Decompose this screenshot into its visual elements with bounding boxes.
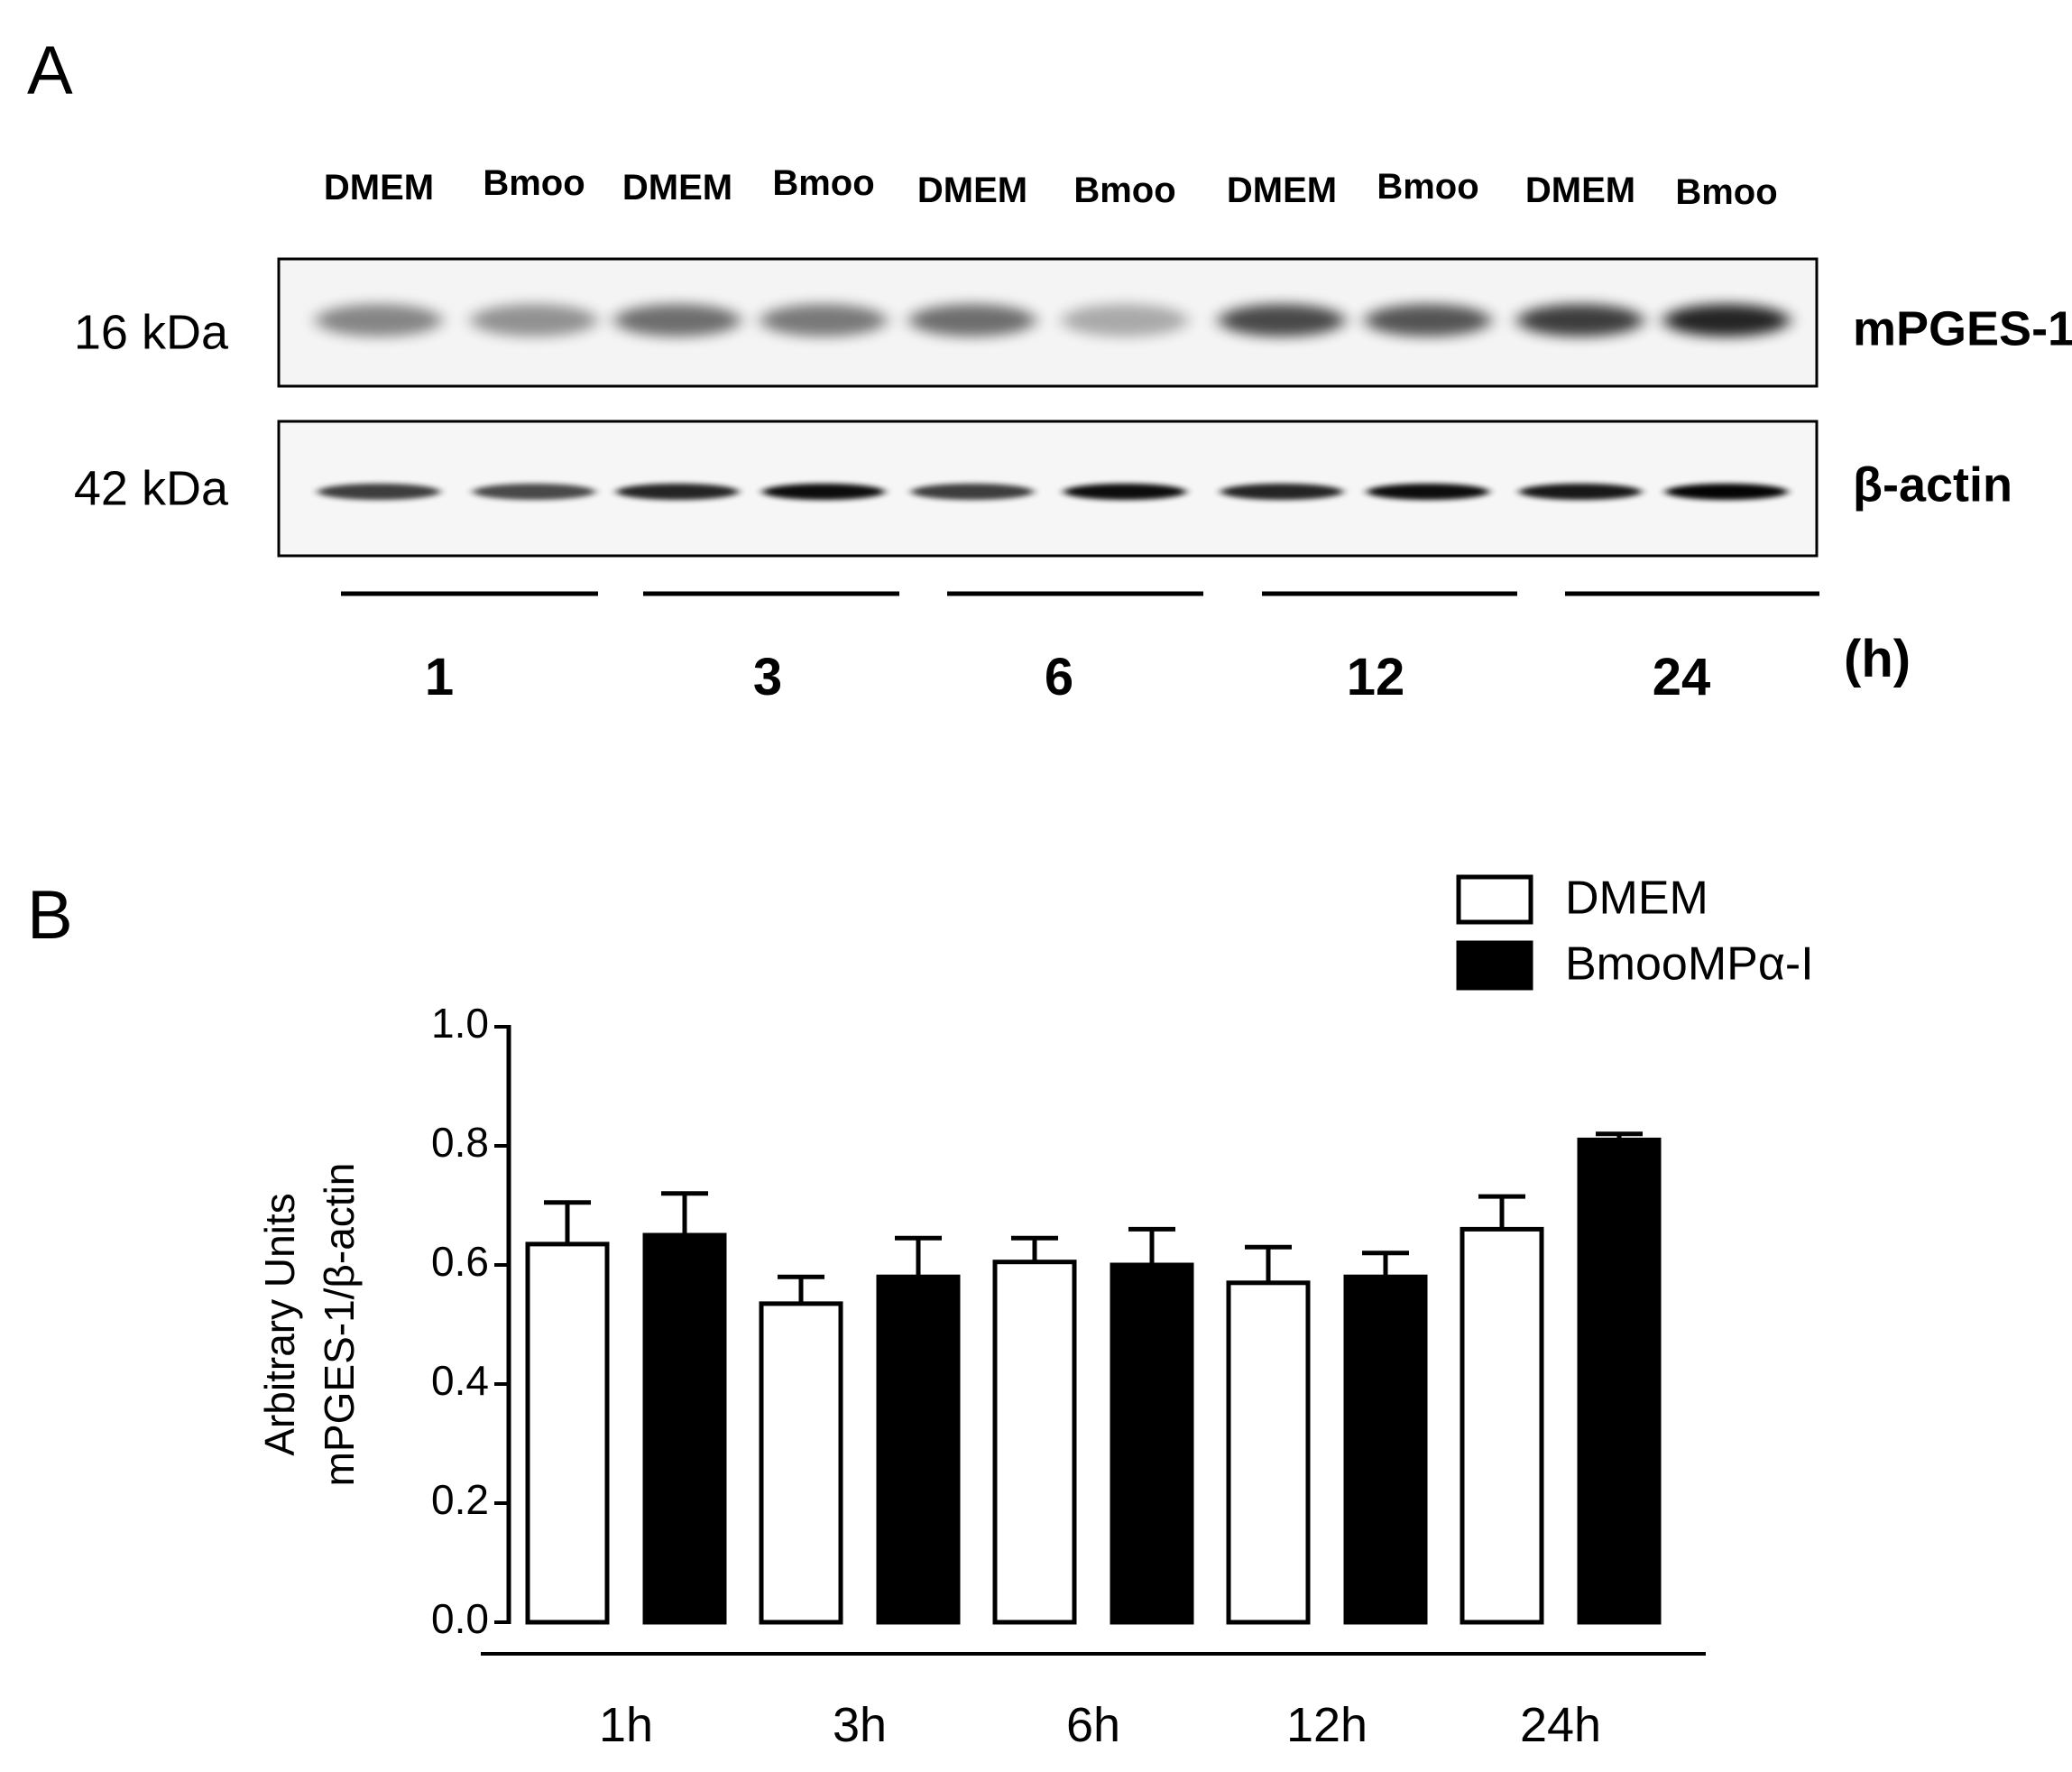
error-bar <box>1245 1244 1292 1283</box>
x-tick-label: 12h <box>1286 1698 1368 1752</box>
x-tick-label: 3h <box>833 1698 887 1752</box>
band <box>1519 484 1642 500</box>
lane-label: Bmoo <box>1073 171 1175 210</box>
time-label: 1 <box>425 648 454 706</box>
band <box>1517 304 1644 337</box>
lane-label: DMEM <box>324 168 434 208</box>
protein-label: β-actin <box>1853 457 2012 512</box>
bar <box>1460 1226 1544 1625</box>
y-tick-label: 0.0 <box>431 1595 489 1642</box>
band <box>316 304 442 337</box>
band <box>473 484 595 500</box>
band <box>762 484 885 500</box>
y-tick-label: 1.0 <box>431 1000 489 1047</box>
lane-label: Bmoo <box>1675 172 1777 212</box>
band <box>1219 304 1345 337</box>
marker-label: 16 kDa <box>74 305 229 359</box>
panel-letter: A <box>27 32 73 109</box>
error-bar <box>661 1191 708 1235</box>
protein-label: mPGES-1 <box>1853 301 2072 355</box>
error-bar <box>1128 1226 1175 1265</box>
error-bar <box>778 1274 824 1304</box>
y-tick-label: 0.8 <box>431 1119 489 1166</box>
y-axis-label: mPGES-1/β-actin <box>316 1163 363 1487</box>
marker-label: 42 kDa <box>74 461 229 515</box>
y-tick-label: 0.4 <box>431 1357 489 1404</box>
lane-label: DMEM <box>1525 171 1635 210</box>
x-tick-label: 1h <box>599 1698 653 1752</box>
legend-swatch <box>1456 940 1533 991</box>
band <box>616 484 739 500</box>
bar <box>1226 1280 1311 1625</box>
time-unit: (h) <box>1844 630 1911 688</box>
band <box>1663 304 1790 337</box>
time-label: 3 <box>753 648 782 706</box>
time-label: 6 <box>1045 648 1073 706</box>
y-axis-label: Arbitrary Units <box>256 1193 303 1455</box>
bar <box>759 1301 843 1625</box>
band <box>614 304 741 337</box>
legend-swatch <box>1456 874 1533 925</box>
error-bar <box>1362 1251 1409 1278</box>
band <box>909 304 1036 337</box>
bar <box>1577 1137 1662 1625</box>
x-tick-label: 24h <box>1520 1698 1601 1752</box>
error-bar <box>895 1235 942 1278</box>
bar <box>642 1232 727 1625</box>
lane-label: Bmoo <box>483 163 585 203</box>
legend-label: BmooMPα-I <box>1565 938 1814 991</box>
band <box>911 484 1034 500</box>
band <box>318 484 440 500</box>
legend-label: DMEM <box>1565 872 1708 925</box>
bar <box>525 1241 610 1625</box>
x-tick-label: 6h <box>1066 1698 1120 1752</box>
lane-label: DMEM <box>622 168 732 208</box>
lane-label: Bmoo <box>1377 167 1478 207</box>
panel-letter: B <box>27 877 73 954</box>
lane-label: DMEM <box>1227 171 1337 210</box>
error-bar <box>544 1200 591 1244</box>
band <box>1062 304 1188 337</box>
y-tick-label: 0.2 <box>431 1476 489 1523</box>
bar <box>1110 1262 1194 1625</box>
bands <box>316 304 1790 500</box>
error-bar <box>1011 1235 1058 1262</box>
bar <box>992 1260 1077 1625</box>
bar <box>1343 1274 1428 1625</box>
band <box>1365 304 1491 337</box>
time-label: 12 <box>1347 648 1405 706</box>
band <box>1220 484 1343 500</box>
bar <box>876 1274 961 1625</box>
band <box>1367 484 1489 500</box>
y-tick-label: 0.6 <box>431 1238 489 1285</box>
time-label: 24 <box>1653 648 1711 706</box>
band <box>1064 484 1186 500</box>
lane-label: DMEM <box>917 171 1027 210</box>
lane-label: Bmoo <box>772 163 874 203</box>
band <box>471 304 597 337</box>
band <box>760 304 887 337</box>
band <box>1665 484 1788 500</box>
error-bar <box>1478 1194 1525 1230</box>
